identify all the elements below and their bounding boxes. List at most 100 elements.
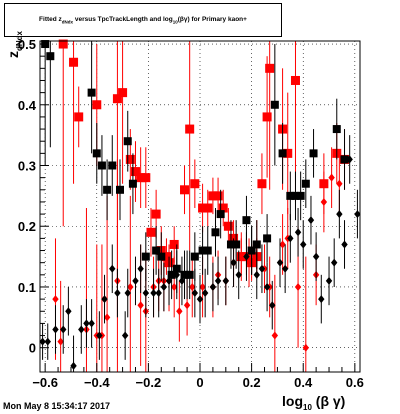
data-point-square bbox=[213, 191, 223, 201]
chart-title: Fitted zdNdx versus TpcTrackLength and l… bbox=[39, 15, 247, 25]
data-point-diamond bbox=[230, 258, 237, 267]
data-point-square bbox=[136, 173, 146, 183]
data-point-diamond bbox=[248, 246, 255, 255]
data-point-diamond bbox=[312, 252, 320, 261]
data-point-diamond bbox=[238, 252, 245, 261]
data-point-diamond bbox=[341, 240, 348, 249]
data-point-square bbox=[283, 148, 293, 158]
data-point-square bbox=[128, 179, 137, 188]
data-point-diamond bbox=[109, 264, 116, 273]
data-point-square bbox=[118, 88, 128, 98]
data-point-diamond bbox=[294, 282, 302, 291]
data-point-diamond bbox=[196, 295, 204, 304]
data-point-square bbox=[198, 246, 207, 255]
data-point-diamond bbox=[281, 264, 289, 273]
data-point-diamond bbox=[44, 337, 51, 346]
data-point-square bbox=[223, 221, 233, 231]
data-point-diamond bbox=[287, 234, 294, 243]
y-tick-label: 0.5 bbox=[18, 37, 36, 52]
data-point-diamond bbox=[330, 258, 338, 267]
data-point-diamond bbox=[165, 276, 173, 285]
data-point-diamond bbox=[52, 325, 59, 334]
data-point-diamond bbox=[39, 337, 46, 346]
x-axis-label: log10 (β γ) bbox=[282, 393, 346, 412]
data-point-diamond bbox=[325, 276, 333, 285]
data-point-diamond bbox=[121, 331, 129, 340]
data-point-diamond bbox=[155, 289, 162, 298]
data-point-square bbox=[125, 154, 135, 164]
data-point-diamond bbox=[199, 282, 206, 291]
data-point-diamond bbox=[307, 216, 315, 225]
y-tick-label: 0.1 bbox=[18, 280, 36, 295]
data-point-diamond bbox=[245, 258, 253, 267]
data-point-diamond bbox=[170, 282, 178, 291]
y-axis-label: zdNdx bbox=[5, 31, 24, 58]
x-tick-label: −0.2 bbox=[136, 375, 162, 390]
data-point-square bbox=[332, 125, 341, 134]
data-point-diamond bbox=[346, 155, 353, 164]
data-point-diamond bbox=[201, 289, 209, 298]
data-point-diamond bbox=[183, 301, 191, 310]
data-point-diamond bbox=[183, 270, 191, 279]
x-tick-label: −0.4 bbox=[84, 375, 110, 390]
data-point-diamond bbox=[294, 228, 302, 237]
chart-title-box: Fitted zdNdx versus TpcTrackLength and l… bbox=[4, 3, 282, 37]
data-point-square bbox=[108, 161, 117, 170]
data-point-square bbox=[157, 252, 166, 261]
data-point-diamond bbox=[214, 276, 222, 285]
data-point-square bbox=[278, 149, 287, 158]
data-point-square bbox=[270, 100, 279, 109]
data-point-square bbox=[97, 161, 106, 170]
data-point-square bbox=[152, 246, 161, 255]
data-point-square bbox=[190, 252, 199, 261]
data-point-diamond bbox=[160, 282, 168, 291]
data-point-diamond bbox=[243, 252, 250, 261]
x-tick-label: 0.6 bbox=[346, 375, 364, 390]
data-point-square bbox=[296, 191, 305, 200]
data-point-diamond bbox=[336, 210, 343, 219]
data-point-square bbox=[130, 167, 140, 177]
data-point-diamond bbox=[88, 319, 95, 328]
data-point-square bbox=[291, 191, 300, 200]
data-point-square bbox=[92, 100, 102, 110]
data-point-diamond bbox=[258, 264, 266, 273]
data-point-square bbox=[46, 52, 55, 61]
timestamp-footer: Mon May 8 15:34:17 2017 bbox=[3, 401, 111, 411]
y-tick-label: 0.3 bbox=[18, 159, 36, 174]
data-point-square bbox=[309, 149, 318, 158]
data-point-square bbox=[69, 57, 79, 67]
data-point-square bbox=[203, 246, 212, 255]
x-tick-label: 0.2 bbox=[243, 375, 261, 390]
data-point-square bbox=[103, 185, 112, 194]
data-point-square bbox=[216, 210, 225, 219]
data-point-diamond bbox=[173, 270, 180, 279]
data-point-square bbox=[116, 185, 124, 194]
data-point-diamond bbox=[336, 179, 343, 188]
data-point-diamond bbox=[127, 282, 134, 291]
y-tick-label: 0.2 bbox=[18, 219, 36, 234]
data-point-diamond bbox=[142, 289, 150, 298]
data-point-square bbox=[141, 173, 151, 183]
data-point-square bbox=[123, 137, 132, 146]
data-point-square bbox=[211, 228, 220, 237]
data-point-diamond bbox=[276, 258, 284, 267]
data-point-diamond bbox=[101, 295, 108, 304]
data-point-square bbox=[74, 112, 84, 122]
data-point-square bbox=[232, 240, 241, 249]
data-point-diamond bbox=[70, 361, 77, 370]
data-point-diamond bbox=[354, 210, 361, 219]
data-point-square bbox=[257, 179, 267, 189]
data-point-diamond bbox=[124, 289, 131, 298]
data-point-square bbox=[286, 191, 295, 200]
x-tick-label: 0 bbox=[196, 375, 203, 390]
data-point-diamond bbox=[300, 240, 307, 249]
data-point-diamond bbox=[271, 331, 279, 340]
data-point-diamond bbox=[103, 313, 111, 322]
data-point-diamond bbox=[83, 319, 90, 328]
data-point-square bbox=[151, 209, 161, 219]
data-point-square bbox=[290, 75, 300, 85]
data-point-square bbox=[198, 203, 208, 213]
data-point-diamond bbox=[302, 343, 310, 352]
y-tick-label: 0.4 bbox=[18, 98, 37, 113]
data-point-square bbox=[265, 63, 275, 73]
